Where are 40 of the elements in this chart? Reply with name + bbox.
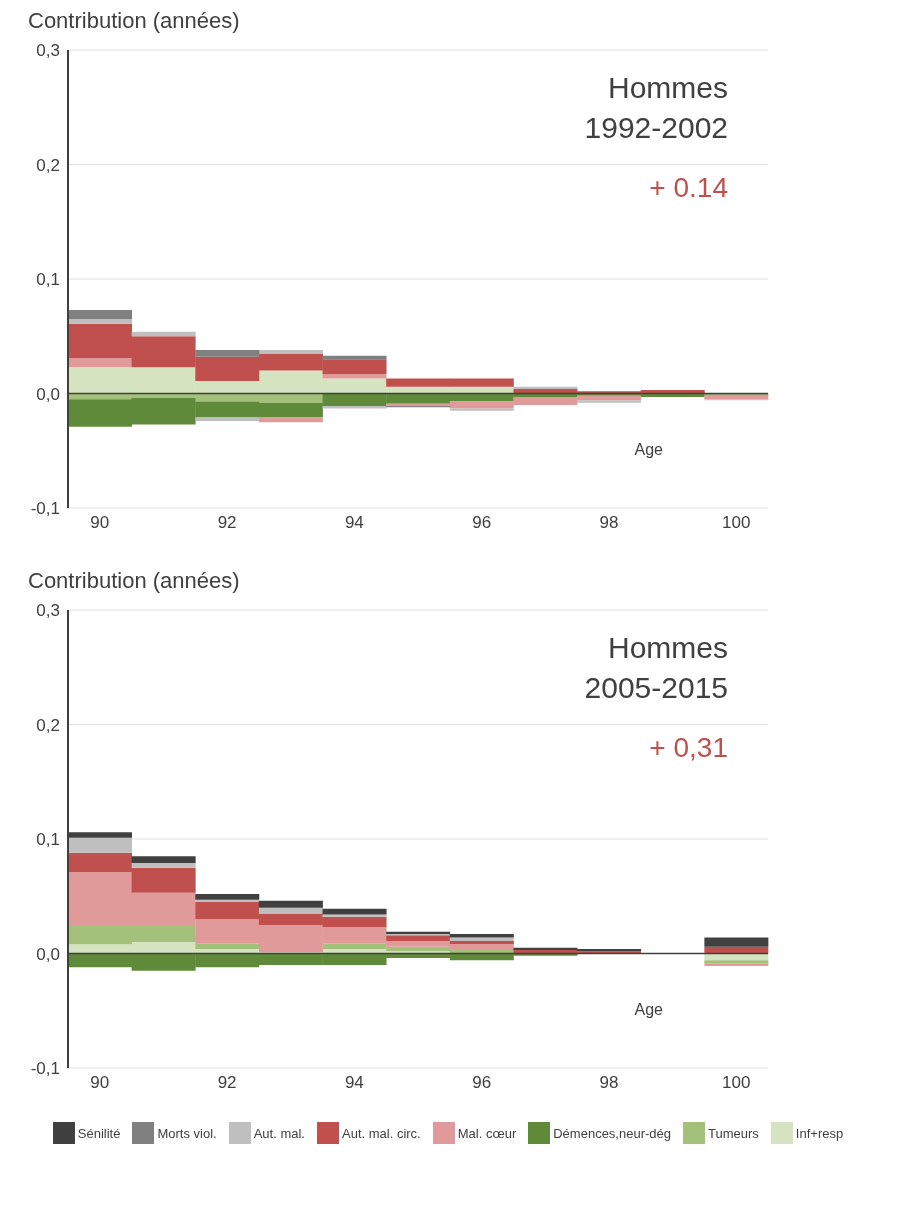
annotation: + 0.14 <box>648 171 728 205</box>
y-tick-label: 0,3 <box>36 601 60 621</box>
legend-label: Inf+resp <box>795 1125 844 1141</box>
x-tick-label: 92 <box>217 513 237 533</box>
y-axis-title: Contribution (années) <box>27 8 241 35</box>
x-tick-label: 94 <box>344 1073 364 1093</box>
annotation: 1992-2002 <box>584 110 728 146</box>
y-tick-label: 0,0 <box>36 944 60 964</box>
annotation: + 0,31 <box>648 731 728 765</box>
x-tick-label: 92 <box>217 1073 237 1093</box>
legend-label: Aut. mal. circ. <box>341 1125 421 1141</box>
x-tick-label: 98 <box>599 1073 619 1093</box>
y-axis-title: Contribution (années) <box>27 568 241 595</box>
x-tick-label: 100 <box>721 1073 751 1093</box>
x-axis-title: Age <box>634 1001 664 1018</box>
legend-label: Sénilité <box>77 1125 121 1141</box>
y-tick-label: 0,2 <box>36 155 60 175</box>
annotation: 2005-2015 <box>584 670 728 706</box>
y-tick-label: 0,2 <box>36 715 60 735</box>
y-tick-label: 0,1 <box>36 830 60 850</box>
x-tick-label: 96 <box>472 1073 492 1093</box>
y-tick-label: -0,1 <box>30 1059 60 1079</box>
y-tick-label: 0,3 <box>36 41 60 61</box>
x-tick-label: 100 <box>721 513 751 533</box>
legend-label: Morts viol. <box>157 1125 217 1141</box>
x-tick-label: 94 <box>344 513 364 533</box>
annotation: Hommes <box>607 630 728 666</box>
y-tick-label: 0,1 <box>36 270 60 290</box>
x-tick-label: 90 <box>90 1073 110 1093</box>
annotation: Hommes <box>607 70 728 106</box>
legend-label: Démences,neur-dég <box>553 1125 672 1141</box>
x-tick-label: 96 <box>472 513 492 533</box>
y-tick-label: -0,1 <box>30 499 60 519</box>
legend-label: Tumeurs <box>708 1125 759 1141</box>
x-tick-label: 98 <box>599 513 619 533</box>
legend-label: Mal. cœur <box>457 1125 517 1141</box>
x-tick-label: 90 <box>90 513 110 533</box>
x-axis-title: Age <box>634 441 664 458</box>
y-tick-label: 0,0 <box>36 384 60 404</box>
legend-label: Aut. mal. <box>253 1125 305 1141</box>
